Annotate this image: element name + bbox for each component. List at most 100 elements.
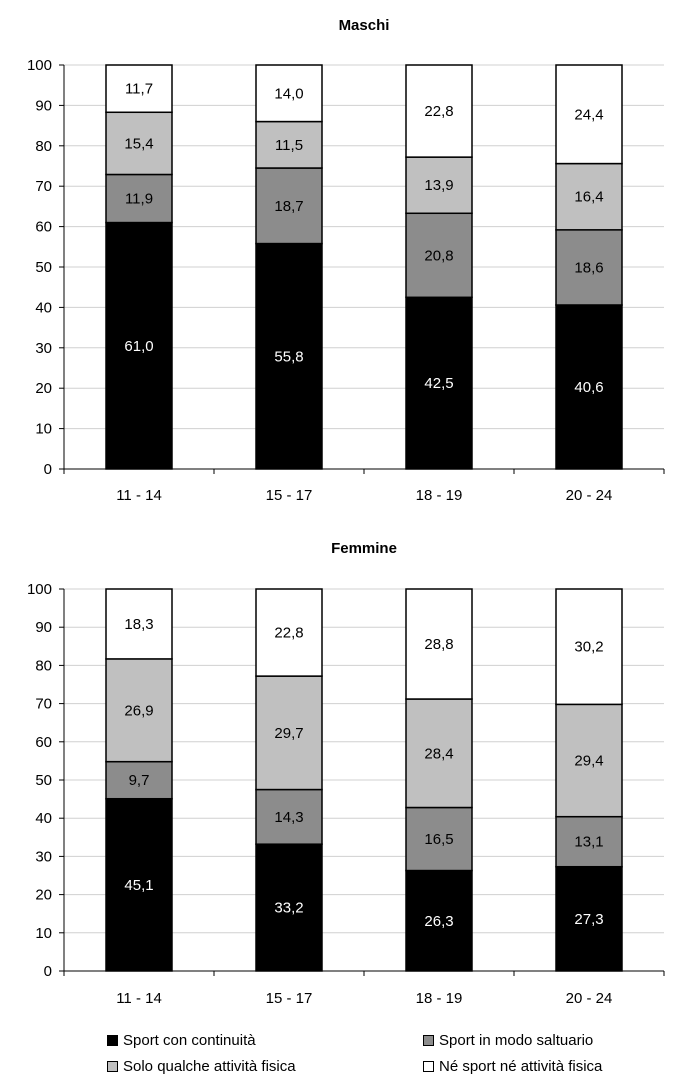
bar-segment (255, 242, 323, 470)
data-label: 30,2 (574, 639, 603, 656)
x-tick-label: 11 - 14 (116, 487, 162, 504)
bar-segment (255, 588, 323, 677)
bar-segment (405, 212, 473, 299)
bar-segment (405, 698, 473, 809)
y-tick-label: 50 (35, 259, 52, 276)
x-tick-label: 15 - 17 (266, 487, 313, 504)
legend-swatch-white (423, 1061, 434, 1072)
legend-label: Solo qualche attività fisica (123, 1058, 296, 1075)
y-tick-label: 70 (35, 696, 52, 713)
data-label: 18,7 (274, 198, 303, 215)
y-tick-label: 10 (35, 421, 52, 438)
data-label: 14,0 (274, 85, 303, 102)
data-label: 42,5 (424, 375, 453, 392)
data-label: 33,2 (274, 900, 303, 917)
y-tick-label: 0 (44, 461, 52, 478)
data-label: 22,8 (274, 625, 303, 642)
bar-segment (555, 229, 623, 306)
data-label: 28,8 (424, 636, 453, 653)
y-tick-label: 40 (35, 299, 52, 316)
y-tick-label: 100 (27, 57, 52, 74)
legend-item-sport-continuita: Sport con continuità (107, 1032, 256, 1049)
bar-segment (555, 64, 623, 165)
data-label: 11,9 (125, 191, 153, 208)
data-label: 27,3 (574, 911, 603, 928)
y-tick-label: 50 (35, 772, 52, 789)
y-tick-label: 60 (35, 219, 52, 236)
bar-segment (405, 869, 473, 972)
data-label: 55,8 (274, 348, 303, 365)
bar-segment (255, 64, 323, 123)
chart-title: Femmine (331, 540, 397, 557)
bar-segment (555, 588, 623, 706)
bar-segment (255, 788, 323, 845)
data-label: 45,1 (124, 877, 153, 894)
x-tick-label: 18 - 19 (416, 990, 463, 1007)
bar-segment (405, 64, 473, 158)
bar-segment (255, 167, 323, 245)
bar-segment (105, 111, 173, 176)
data-label: 22,8 (424, 103, 453, 120)
y-tick-label: 40 (35, 810, 52, 827)
data-label: 16,4 (574, 189, 603, 206)
bar-segment (105, 173, 173, 224)
x-tick-label: 20 - 24 (566, 990, 613, 1007)
x-tick-label: 20 - 24 (566, 487, 613, 504)
bar-segment (105, 221, 173, 470)
bar-segment (405, 588, 473, 700)
bar-segment (555, 162, 623, 231)
legend-label: Sport con continuità (123, 1032, 256, 1049)
x-tick-label: 18 - 19 (416, 487, 463, 504)
data-label: 28,4 (424, 745, 453, 762)
y-tick-label: 30 (35, 340, 52, 357)
x-tick-label: 15 - 17 (266, 990, 313, 1007)
bar-segment (405, 156, 473, 215)
data-label: 29,7 (274, 725, 303, 742)
data-label: 18,6 (574, 259, 603, 276)
y-tick-label: 80 (35, 657, 52, 674)
data-label: 9,7 (129, 772, 150, 789)
legend-swatch-darkgray (423, 1035, 434, 1046)
data-label: 26,9 (124, 702, 153, 719)
legend-item-sport-saltuario: Sport in modo saltuario (423, 1032, 593, 1049)
bar-segment (555, 304, 623, 470)
legend-swatch-black (107, 1035, 118, 1046)
data-label: 15,4 (124, 135, 153, 152)
legend-item-attivita-fisica: Solo qualche attività fisica (107, 1058, 296, 1075)
data-label: 24,4 (574, 106, 603, 123)
x-tick-label: 11 - 14 (116, 990, 162, 1007)
legend-item-ne-sport: Né sport né attività fisica (423, 1058, 602, 1075)
bar-segment (555, 815, 623, 868)
bar-segment (405, 296, 473, 470)
y-tick-label: 90 (35, 97, 52, 114)
y-tick-label: 10 (35, 925, 52, 942)
y-tick-label: 30 (35, 848, 52, 865)
chart-title: Maschi (339, 17, 390, 34)
data-label: 16,5 (424, 831, 453, 848)
legend-swatch-lightgray (107, 1061, 118, 1072)
data-label: 29,4 (574, 753, 603, 770)
data-label: 11,7 (125, 81, 153, 98)
y-tick-label: 100 (27, 581, 52, 598)
bar-segment (255, 843, 323, 972)
bar-segment (255, 675, 323, 791)
y-tick-label: 80 (35, 138, 52, 155)
data-label: 40,6 (574, 379, 603, 396)
bar-segment (105, 588, 173, 660)
bar-segment (105, 760, 173, 800)
data-label: 20,8 (424, 247, 453, 264)
legend-label: Né sport né attività fisica (439, 1058, 603, 1075)
bar-segment (555, 865, 623, 972)
y-tick-label: 20 (35, 380, 52, 397)
data-label: 26,3 (424, 913, 453, 930)
data-label: 18,3 (124, 616, 153, 633)
bar-segment (405, 806, 473, 872)
y-tick-label: 20 (35, 887, 52, 904)
data-label: 11,5 (275, 137, 303, 154)
bar-segment (105, 64, 173, 114)
y-tick-label: 0 (44, 963, 52, 980)
bar-segment (255, 120, 323, 169)
legend-label: Sport in modo saltuario (439, 1032, 594, 1049)
data-label: 13,9 (424, 177, 453, 194)
y-tick-label: 60 (35, 734, 52, 751)
